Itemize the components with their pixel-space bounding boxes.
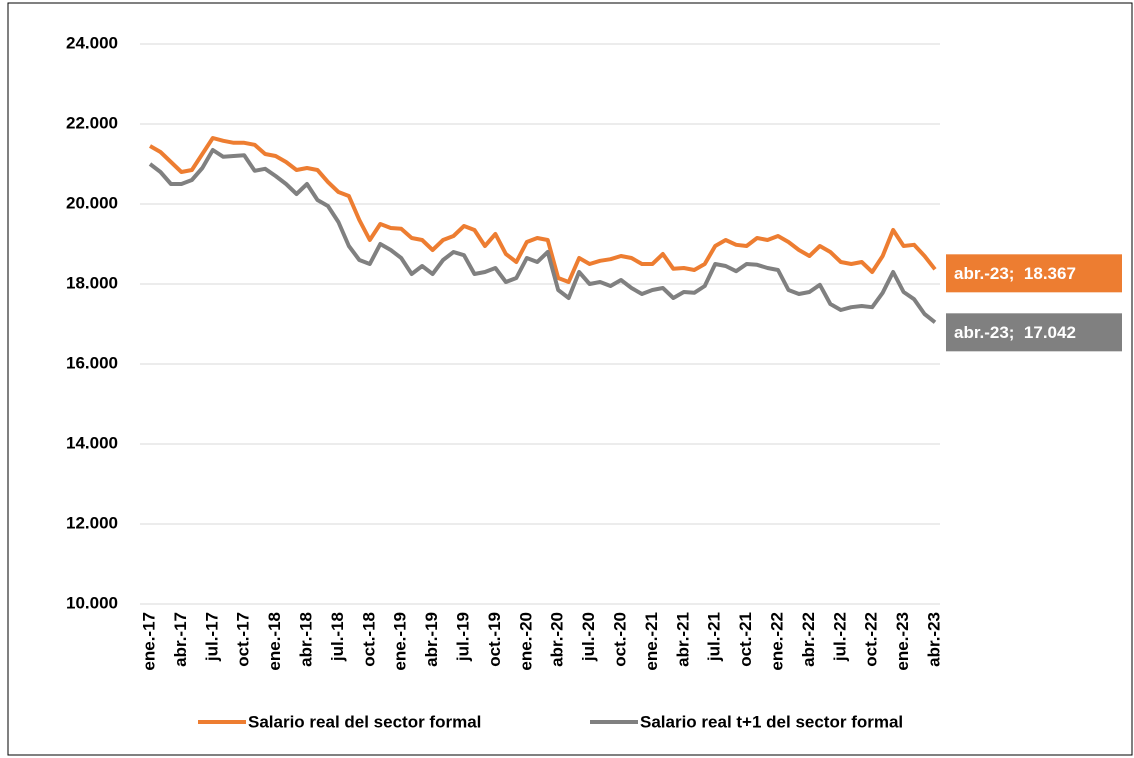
- legend-label: Salario real t+1 del sector formal: [640, 712, 903, 731]
- x-tick-label: abr.-18: [296, 612, 315, 667]
- legend-label: Salario real del sector formal: [248, 712, 481, 731]
- x-tick-label: abr.-19: [422, 612, 441, 667]
- y-tick-label: 16.000: [66, 353, 118, 372]
- x-tick-label: oct.-22: [862, 612, 881, 667]
- x-tick-label: oct.-21: [736, 612, 755, 667]
- data-label: abr.-23; 17.042: [946, 313, 1122, 352]
- x-tick-label: ene.-21: [642, 612, 661, 671]
- y-tick-label: 14.000: [66, 433, 118, 452]
- x-tick-label: abr.-23: [924, 612, 943, 667]
- data-label-text: abr.-23; 17.042: [954, 323, 1076, 342]
- x-tick-label: jul.-17: [202, 612, 221, 662]
- y-tick-label: 20.000: [66, 193, 118, 212]
- x-tick-label: abr.-21: [673, 612, 692, 667]
- x-tick-label: ene.-17: [139, 612, 158, 671]
- series-line: [149, 136, 937, 284]
- series-line: [148, 148, 937, 324]
- x-tick-label: abr.-17: [171, 612, 190, 667]
- x-tick-label: abr.-20: [548, 612, 567, 667]
- x-tick-label: ene.-20: [516, 612, 535, 671]
- y-tick-label: 24.000: [66, 33, 118, 52]
- x-tick-label: ene.-22: [767, 612, 786, 671]
- x-tick-label: jul.-20: [579, 612, 598, 662]
- x-tick-label: jul.-22: [830, 612, 849, 662]
- data-label: abr.-23; 18.367: [946, 254, 1122, 293]
- data-label-box: [946, 313, 1122, 352]
- x-tick-label: ene.-18: [265, 612, 284, 671]
- data-label-box: [946, 254, 1122, 293]
- x-tick-label: jul.-18: [328, 612, 347, 662]
- x-tick-label: jul.-19: [453, 612, 472, 662]
- x-tick-label: oct.-20: [610, 612, 629, 667]
- x-tick-label: jul.-21: [705, 612, 724, 662]
- y-tick-label: 10.000: [66, 593, 118, 612]
- x-tick-label: oct.-19: [485, 612, 504, 667]
- x-tick-label: ene.-23: [893, 612, 912, 671]
- y-tick-label: 18.000: [66, 273, 118, 292]
- chart-border: [7, 2, 1133, 756]
- data-label-text: abr.-23; 18.367: [954, 264, 1076, 283]
- x-tick-label: oct.-18: [359, 612, 378, 667]
- y-tick-label: 12.000: [66, 513, 118, 532]
- x-tick-label: abr.-22: [799, 612, 818, 667]
- x-tick-label: oct.-17: [234, 612, 253, 667]
- x-tick-label: ene.-19: [391, 612, 410, 671]
- y-tick-label: 22.000: [66, 113, 118, 132]
